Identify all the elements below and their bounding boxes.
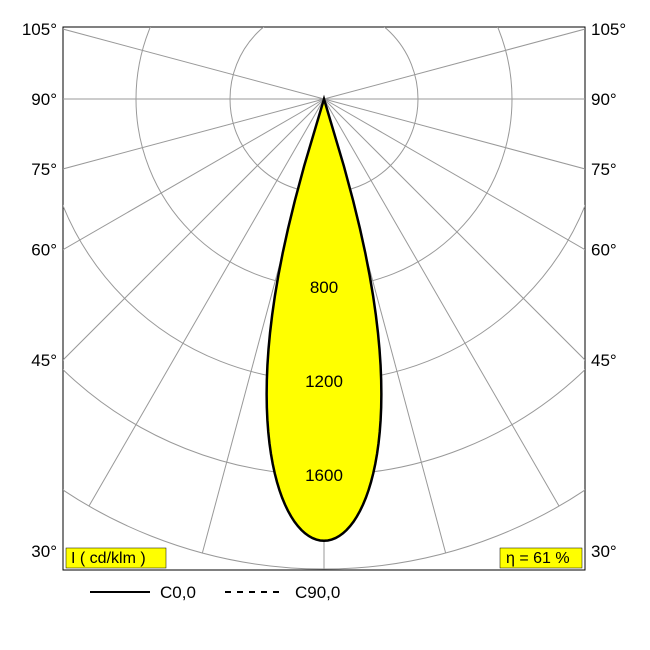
angle-label-left-90: 90° xyxy=(31,90,57,109)
polar-chart: 30° 30° 45° 45° 60° 60° 75° 75° 90° 90° 105° 105° 8… xyxy=(0,0,650,650)
legend-label-1: C90,0 xyxy=(295,583,340,602)
radial-label-1200: 1200 xyxy=(305,372,343,391)
angle-label-left-75: 75° xyxy=(31,160,57,179)
angle-label-left-45: 45° xyxy=(31,351,57,370)
angle-label-left-105: 105° xyxy=(22,20,57,39)
legend-label-0: C0,0 xyxy=(160,583,196,602)
radial-label-800: 800 xyxy=(310,278,338,297)
angle-label-right-30: 30° xyxy=(591,542,617,561)
angle-label-left-60: 60° xyxy=(31,241,57,260)
radial-label-1600: 1600 xyxy=(305,466,343,485)
angle-label-left-30: 30° xyxy=(31,542,57,561)
angle-label-right-105: 105° xyxy=(591,20,626,39)
angle-label-right-60: 60° xyxy=(591,241,617,260)
legend: C0,0 C90,0 xyxy=(90,583,340,602)
angle-label-right-90: 90° xyxy=(591,90,617,109)
unit-box-text: I ( cd/klm ) xyxy=(71,550,146,567)
angle-label-right-45: 45° xyxy=(591,351,617,370)
angle-label-right-75: 75° xyxy=(591,160,617,179)
efficiency-box-text: η = 61 % xyxy=(506,550,570,567)
